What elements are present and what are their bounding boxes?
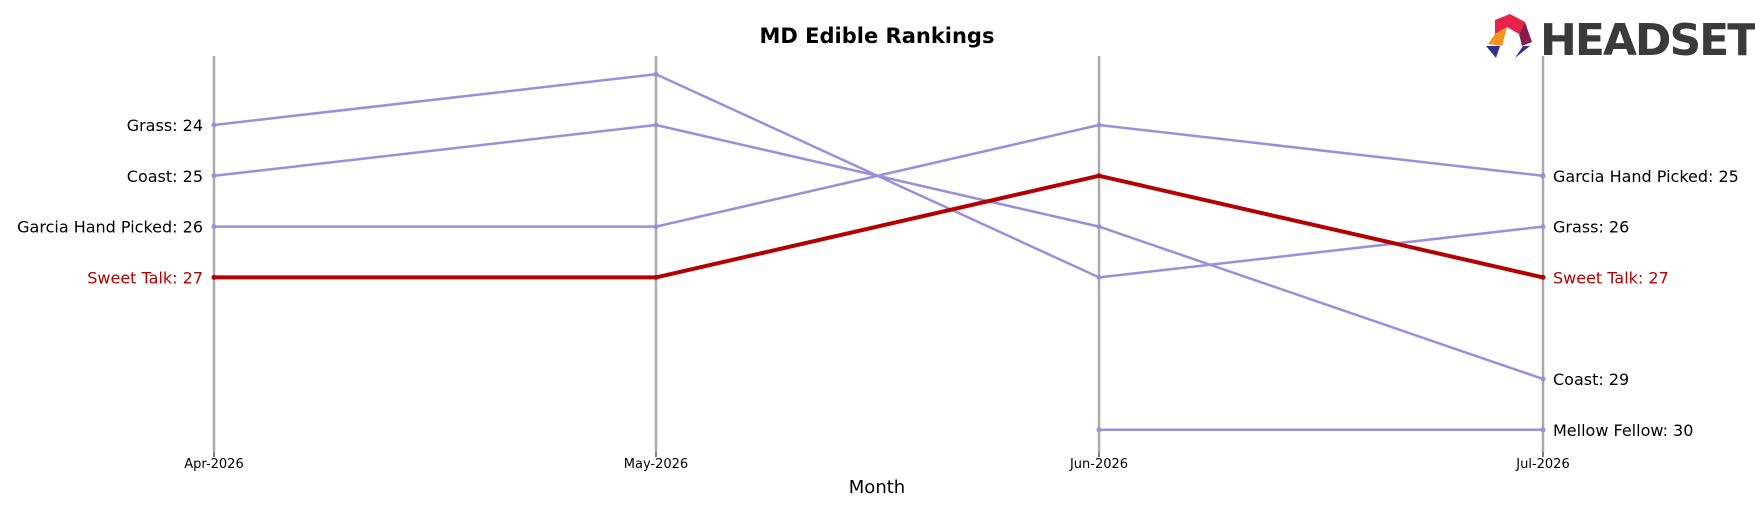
- data-point: [1096, 224, 1102, 230]
- data-point: [1096, 274, 1102, 280]
- right-rank-label: Grass: 26: [1553, 218, 1629, 237]
- data-point: [653, 224, 659, 230]
- data-point: [211, 274, 217, 280]
- series-layer: [211, 71, 1546, 433]
- headset-logo-text: HEADSET: [1540, 15, 1755, 66]
- chart-title: MD Edible Rankings: [760, 24, 995, 48]
- data-point: [1540, 376, 1546, 382]
- data-point: [1540, 427, 1546, 433]
- left-rank-label: Grass: 24: [127, 116, 203, 135]
- data-point: [211, 224, 217, 230]
- data-point: [1540, 224, 1546, 230]
- x-tick-label: Apr-2026: [184, 457, 243, 472]
- series-line-coast: [213, 123, 1544, 381]
- data-point: [1540, 173, 1546, 179]
- data-point: [1096, 173, 1102, 179]
- left-rank-label: Garcia Hand Picked: 26: [17, 218, 203, 237]
- axes-layer: Apr-2026 May-2026 Jun-2026 Jul-2026: [184, 56, 1570, 472]
- x-tick-label: Jul-2026: [1515, 457, 1569, 472]
- left-rank-label: Sweet Talk: 27: [87, 268, 203, 287]
- data-point: [1096, 427, 1102, 433]
- right-rank-label: Coast: 29: [1553, 370, 1629, 389]
- data-point: [653, 71, 659, 77]
- x-axis-label: Month: [849, 477, 905, 498]
- x-tick-label: May-2026: [624, 457, 688, 472]
- series-line-garcia-hand-picked: [214, 123, 1544, 228]
- data-point: [653, 122, 659, 128]
- x-tick-label: Jun-2026: [1069, 457, 1128, 472]
- label-layer: Grass: 24 Coast: 25 Garcia Hand Picked: 26…: [17, 116, 1739, 440]
- data-point: [1096, 122, 1102, 128]
- headset-logo: HEADSET: [1486, 14, 1755, 66]
- left-rank-label: Coast: 25: [127, 167, 203, 186]
- headset-logo-mark: [1486, 14, 1532, 58]
- data-point: [653, 274, 659, 280]
- series-line-sweet-talk: [214, 173, 1544, 280]
- right-rank-label: Mellow Fellow: 30: [1553, 421, 1693, 440]
- right-rank-label: Garcia Hand Picked: 25: [1553, 167, 1739, 186]
- right-rank-label: Sweet Talk: 27: [1553, 268, 1669, 287]
- data-point: [211, 173, 217, 179]
- data-point: [211, 122, 217, 128]
- data-point: [1540, 274, 1546, 280]
